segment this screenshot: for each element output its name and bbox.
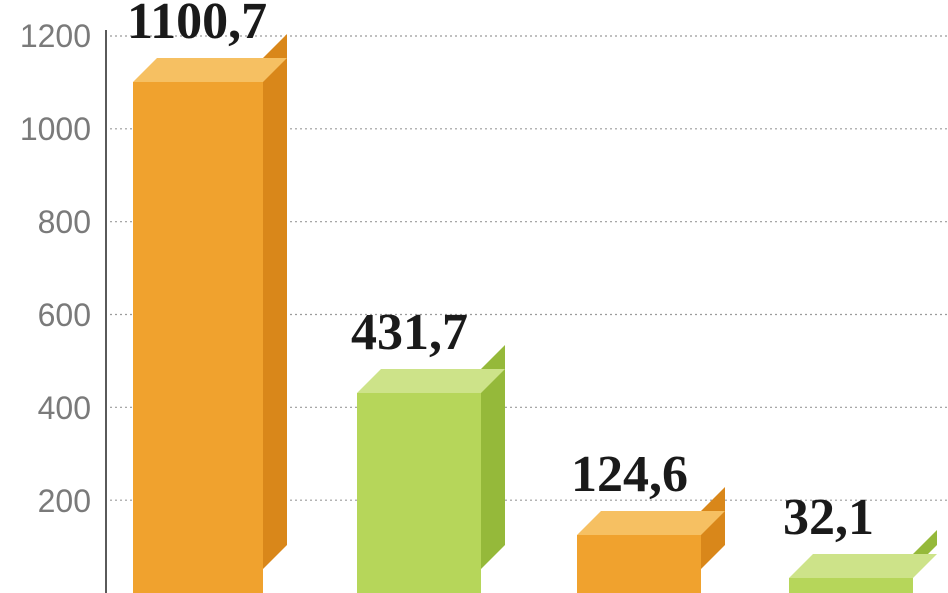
bar [133, 82, 263, 593]
bar-value-label: 431,7 [351, 303, 468, 362]
y-tick-label: 400 [0, 390, 91, 427]
bar-top-face [133, 58, 287, 82]
bar-value-label: 32,1 [783, 488, 874, 547]
y-tick-label: 1200 [0, 18, 91, 55]
bar [577, 535, 701, 593]
y-tick-label: 200 [0, 483, 91, 520]
bar-top-face [357, 369, 505, 393]
bar-front-face [789, 578, 913, 593]
y-tick-label: 1000 [0, 111, 91, 148]
bar-top-face [789, 554, 937, 578]
y-tick-label: 600 [0, 297, 91, 334]
y-tick-label: 800 [0, 204, 91, 241]
bar-side-face [263, 34, 287, 569]
bar-value-label: 1100,7 [127, 0, 267, 51]
bar-value-label: 124,6 [571, 445, 688, 504]
bar-front-face [577, 535, 701, 593]
bar-chart: 200 400 600 800 1000 1200 1100,7 431,7 124,6 32,… [0, 0, 948, 593]
y-axis [105, 30, 107, 593]
bar [357, 393, 481, 593]
bar-top-face [577, 511, 725, 535]
bar [789, 578, 913, 593]
bar-front-face [357, 393, 481, 593]
bar-front-face [133, 82, 263, 593]
